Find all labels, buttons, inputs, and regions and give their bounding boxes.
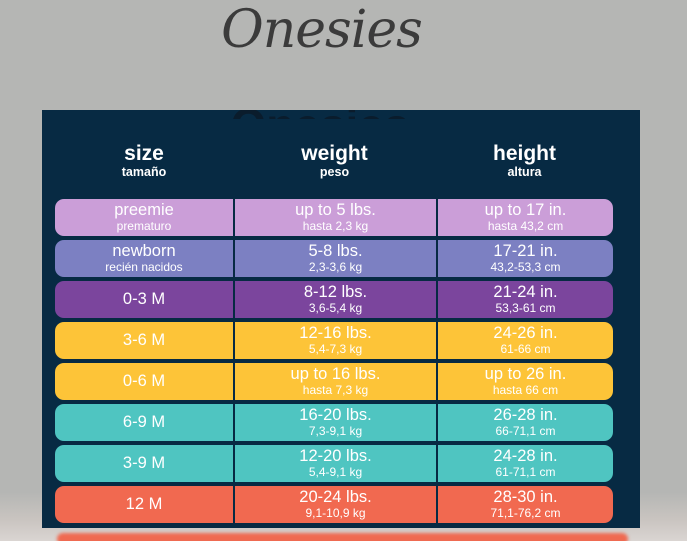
table-row: newborn recién nacidos 5-8 lbs. 2,3-3,6 …	[55, 240, 613, 277]
table-row: 0-6 M up to 16 lbs. hasta 7,3 kg up to 2…	[55, 363, 613, 400]
height-subvalue: 71,1-76,2 cm	[490, 505, 561, 520]
height-cell: 26-28 in. 66-71,1 cm	[436, 404, 613, 441]
size-subvalue: prematuro	[116, 218, 172, 233]
height-cell: 24-26 in. 61-66 cm	[436, 322, 613, 359]
column-label: weight	[301, 142, 368, 165]
weight-value: up to 16 lbs.	[290, 364, 381, 383]
table-row: 0-3 M 8-12 lbs. 3,6-5,4 kg 21-24 in. 53,…	[55, 281, 613, 318]
weight-value: 8-12 lbs.	[303, 282, 368, 301]
weight-subvalue: 2,3-3,6 kg	[308, 259, 363, 274]
height-subvalue: 61-71,1 cm	[495, 464, 556, 479]
table-row: 3-6 M 12-16 lbs. 5,4-7,3 kg 24-26 in. 61…	[55, 322, 613, 359]
height-subvalue: hasta 66 cm	[492, 382, 559, 397]
size-value: 0-6 M	[122, 371, 166, 390]
weight-value: 5-8 lbs.	[308, 241, 363, 260]
column-sublabel: peso	[319, 165, 350, 180]
size-cell: newborn recién nacidos	[55, 240, 233, 277]
weight-cell: 12-20 lbs. 5,4-9,1 kg	[233, 445, 436, 482]
height-cell: up to 26 in. hasta 66 cm	[436, 363, 613, 400]
column-sublabel: altura	[507, 165, 542, 180]
height-subvalue: 61-66 cm	[500, 341, 551, 356]
weight-subvalue: 3,6-5,4 kg	[308, 300, 363, 315]
weight-cell: 5-8 lbs. 2,3-3,6 kg	[233, 240, 436, 277]
height-value: 17-21 in.	[493, 241, 558, 260]
size-subvalue: recién nacidos	[105, 259, 183, 274]
weight-cell: 16-20 lbs. 7,3-9,1 kg	[233, 404, 436, 441]
height-value: up to 26 in.	[484, 364, 567, 383]
height-value: 24-26 in.	[493, 323, 558, 342]
weight-cell: 12-16 lbs. 5,4-7,3 kg	[233, 322, 436, 359]
weight-subvalue: 5,4-7,3 kg	[308, 341, 363, 356]
size-cell: 0-6 M	[55, 363, 233, 400]
weight-value: 16-20 lbs.	[299, 405, 372, 424]
table-header: size tamaño weight peso height altura	[55, 142, 613, 180]
table-row: 6-9 M 16-20 lbs. 7,3-9,1 kg 26-28 in. 66…	[55, 404, 613, 441]
weight-cell: 8-12 lbs. 3,6-5,4 kg	[233, 281, 436, 318]
bottom-row-reflection	[57, 533, 628, 541]
size-cell: 0-3 M	[55, 281, 233, 318]
page-title: Onesies	[221, 0, 423, 60]
size-cell: 12 M	[55, 486, 233, 523]
weight-subvalue: hasta 7,3 kg	[302, 382, 369, 397]
table-row: 3-9 M 12-20 lbs. 5,4-9,1 kg 24-28 in. 61…	[55, 445, 613, 482]
size-cell: 3-6 M	[55, 322, 233, 359]
weight-value: 12-16 lbs.	[299, 323, 372, 342]
size-value: 0-3 M	[122, 289, 166, 308]
height-cell: 24-28 in. 61-71,1 cm	[436, 445, 613, 482]
size-cell: preemie prematuro	[55, 199, 233, 236]
size-value: 3-6 M	[122, 330, 166, 349]
height-value: 28-30 in.	[493, 487, 558, 506]
weight-cell: up to 5 lbs. hasta 2,3 kg	[233, 199, 436, 236]
size-value: 12 M	[125, 494, 163, 513]
height-subvalue: 66-71,1 cm	[495, 423, 556, 438]
height-value: up to 17 in.	[484, 200, 567, 219]
size-value: newborn	[112, 241, 176, 260]
column-label: height	[493, 142, 556, 165]
table-body: preemie prematuro up to 5 lbs. hasta 2,3…	[55, 199, 613, 523]
weight-value: up to 5 lbs.	[295, 200, 376, 219]
size-cell: 6-9 M	[55, 404, 233, 441]
weight-cell: up to 16 lbs. hasta 7,3 kg	[233, 363, 436, 400]
height-value: 21-24 in.	[493, 282, 558, 301]
weight-subvalue: hasta 2,3 kg	[302, 218, 369, 233]
weight-cell: 20-24 lbs. 9,1-10,9 kg	[233, 486, 436, 523]
size-cell: 3-9 M	[55, 445, 233, 482]
column-header-size: size tamaño	[55, 142, 233, 180]
column-label: size	[124, 142, 164, 165]
weight-subvalue: 7,3-9,1 kg	[308, 423, 363, 438]
height-cell: 21-24 in. 53,3-61 cm	[436, 281, 613, 318]
height-cell: 17-21 in. 43,2-53,3 cm	[436, 240, 613, 277]
table-row: 12 M 20-24 lbs. 9,1-10,9 kg 28-30 in. 71…	[55, 486, 613, 523]
height-subvalue: 53,3-61 cm	[495, 300, 556, 315]
height-subvalue: 43,2-53,3 cm	[490, 259, 561, 274]
size-chart-board: Onesies size tamaño weight peso height a…	[42, 110, 640, 528]
size-value: 6-9 M	[122, 412, 166, 431]
weight-value: 20-24 lbs.	[299, 487, 372, 506]
height-cell: 28-30 in. 71,1-76,2 cm	[436, 486, 613, 523]
height-value: 26-28 in.	[493, 405, 558, 424]
weight-value: 12-20 lbs.	[299, 446, 372, 465]
table-row: preemie prematuro up to 5 lbs. hasta 2,3…	[55, 199, 613, 236]
height-value: 24-28 in.	[493, 446, 558, 465]
column-sublabel: tamaño	[121, 165, 167, 180]
weight-subvalue: 5,4-9,1 kg	[308, 464, 363, 479]
height-cell: up to 17 in. hasta 43,2 cm	[436, 199, 613, 236]
clipped-bold-title: Onesies	[200, 110, 440, 119]
column-header-weight: weight peso	[233, 142, 436, 180]
height-subvalue: hasta 43,2 cm	[487, 218, 564, 233]
size-value: preemie	[114, 200, 174, 219]
weight-subvalue: 9,1-10,9 kg	[305, 505, 366, 520]
size-value: 3-9 M	[122, 453, 166, 472]
column-header-height: height altura	[436, 142, 613, 180]
